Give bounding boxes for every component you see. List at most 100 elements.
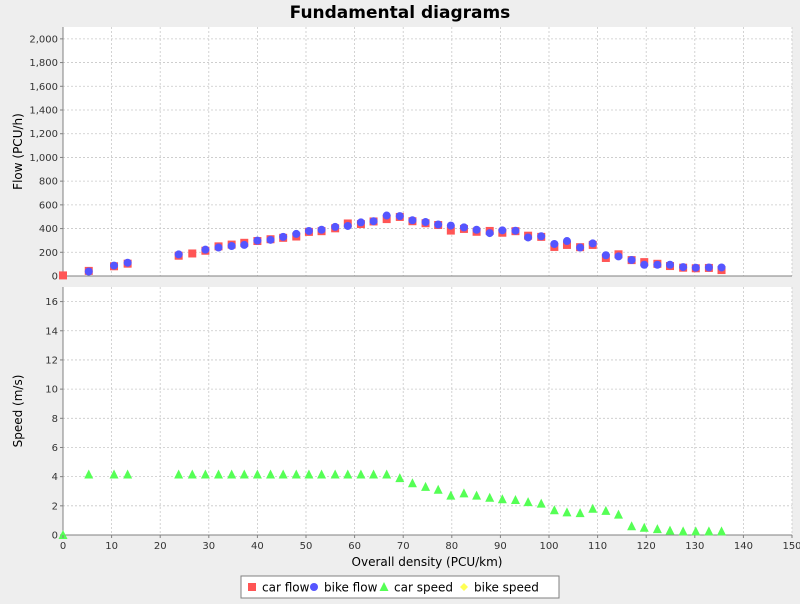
y-tick-label: 1,400 [29, 106, 58, 117]
y-tick-label: 1,800 [29, 58, 58, 69]
y-tick-label: 2,000 [29, 34, 58, 45]
data-point [330, 469, 340, 479]
data-point [446, 221, 455, 230]
data-point [704, 263, 713, 272]
data-point [356, 469, 366, 479]
data-point [472, 225, 481, 234]
legend-label: bike speed [474, 581, 539, 595]
data-point [678, 526, 688, 536]
data-point [717, 263, 726, 272]
data-point [227, 469, 237, 479]
data-point [679, 263, 688, 272]
y-tick-label: 16 [45, 297, 58, 308]
series-car-speed [58, 469, 727, 539]
data-point [84, 267, 93, 276]
y-axis-label: Speed (m/s) [11, 375, 25, 448]
data-point [653, 260, 662, 269]
legend-label: bike flow [324, 581, 378, 595]
legend-item: bike flow [310, 581, 378, 595]
data-point [497, 494, 507, 504]
data-point [110, 261, 119, 270]
data-point [304, 469, 314, 479]
legend-label: car speed [394, 581, 453, 595]
data-point [304, 226, 313, 235]
x-tick-label: 80 [445, 541, 458, 552]
y-tick-label: 200 [39, 248, 58, 259]
data-point [382, 211, 391, 220]
data-point [485, 229, 494, 238]
x-tick-label: 120 [637, 541, 656, 552]
data-point [627, 255, 636, 264]
data-point [562, 237, 571, 246]
data-point [407, 478, 417, 488]
data-point [614, 252, 623, 261]
y-tick-label: 6 [52, 443, 58, 454]
data-point [446, 226, 455, 235]
data-point [472, 490, 482, 500]
data-point [421, 218, 430, 227]
data-point [317, 469, 327, 479]
data-point [588, 503, 598, 513]
legend: car flow bike flow car speed bike speed [240, 575, 560, 599]
x-axis-label: Overall density (PCU/km) [352, 555, 503, 569]
y-tick-label: 400 [39, 224, 58, 235]
data-point [253, 236, 262, 245]
data-point [187, 469, 197, 479]
x-tick-label: 90 [494, 541, 507, 552]
y-tick-label: 800 [39, 177, 58, 188]
data-point [511, 226, 520, 235]
data-point [239, 469, 249, 479]
data-point [188, 249, 197, 258]
legend-item: car speed [379, 581, 453, 595]
x-axis-ticks: 0 10 20 30 40 50 60 70 80 90 100 110 120 130 140 150 [60, 535, 800, 552]
legend-label: car flow [262, 581, 310, 595]
x-tick-label: 50 [300, 541, 313, 552]
data-point [588, 239, 597, 248]
data-point [252, 469, 262, 479]
data-point [691, 263, 700, 272]
x-tick-label: 10 [105, 541, 118, 552]
plot-background [63, 287, 792, 535]
data-point [510, 494, 520, 504]
data-point [343, 221, 352, 230]
data-point [459, 488, 469, 498]
data-point [343, 469, 353, 479]
y-tick-label: 10 [45, 385, 58, 396]
legend-box [240, 575, 560, 599]
data-point [549, 505, 559, 515]
legend-item: car flow [248, 581, 310, 595]
x-tick-label: 30 [202, 541, 215, 552]
y-tick-label: 0 [52, 272, 58, 283]
data-point [266, 235, 275, 244]
plots-area: 0 200 400 600 800 1,000 1,200 1,400 1,600 1,800 2,… [11, 27, 800, 552]
data-point [717, 526, 727, 536]
data-point [395, 212, 404, 221]
data-point [576, 243, 585, 252]
data-point [240, 240, 249, 249]
x-tick-label: 40 [251, 541, 264, 552]
y-tick-label: 1,600 [29, 82, 58, 93]
y-tick-label: 1,000 [29, 153, 58, 164]
data-point [200, 469, 210, 479]
y-tick-label: 600 [39, 200, 58, 211]
data-point [317, 225, 326, 234]
data-point [369, 217, 378, 226]
data-point [331, 222, 340, 231]
data-point [227, 242, 236, 251]
data-point [395, 473, 405, 483]
data-point [536, 498, 546, 508]
x-tick-label: 110 [588, 541, 607, 552]
data-point [459, 223, 468, 232]
data-point [665, 525, 675, 535]
chart-title: Fundamental diagrams [290, 3, 511, 23]
x-tick-label: 150 [782, 541, 800, 552]
data-point [369, 469, 379, 479]
plot-background [63, 27, 792, 276]
y-tick-label: 14 [45, 326, 58, 337]
series-bike-flow [84, 211, 726, 276]
data-point [652, 524, 662, 534]
y-tick-label: 1,200 [29, 129, 58, 140]
legend-marker [379, 582, 389, 591]
data-point [601, 251, 610, 260]
